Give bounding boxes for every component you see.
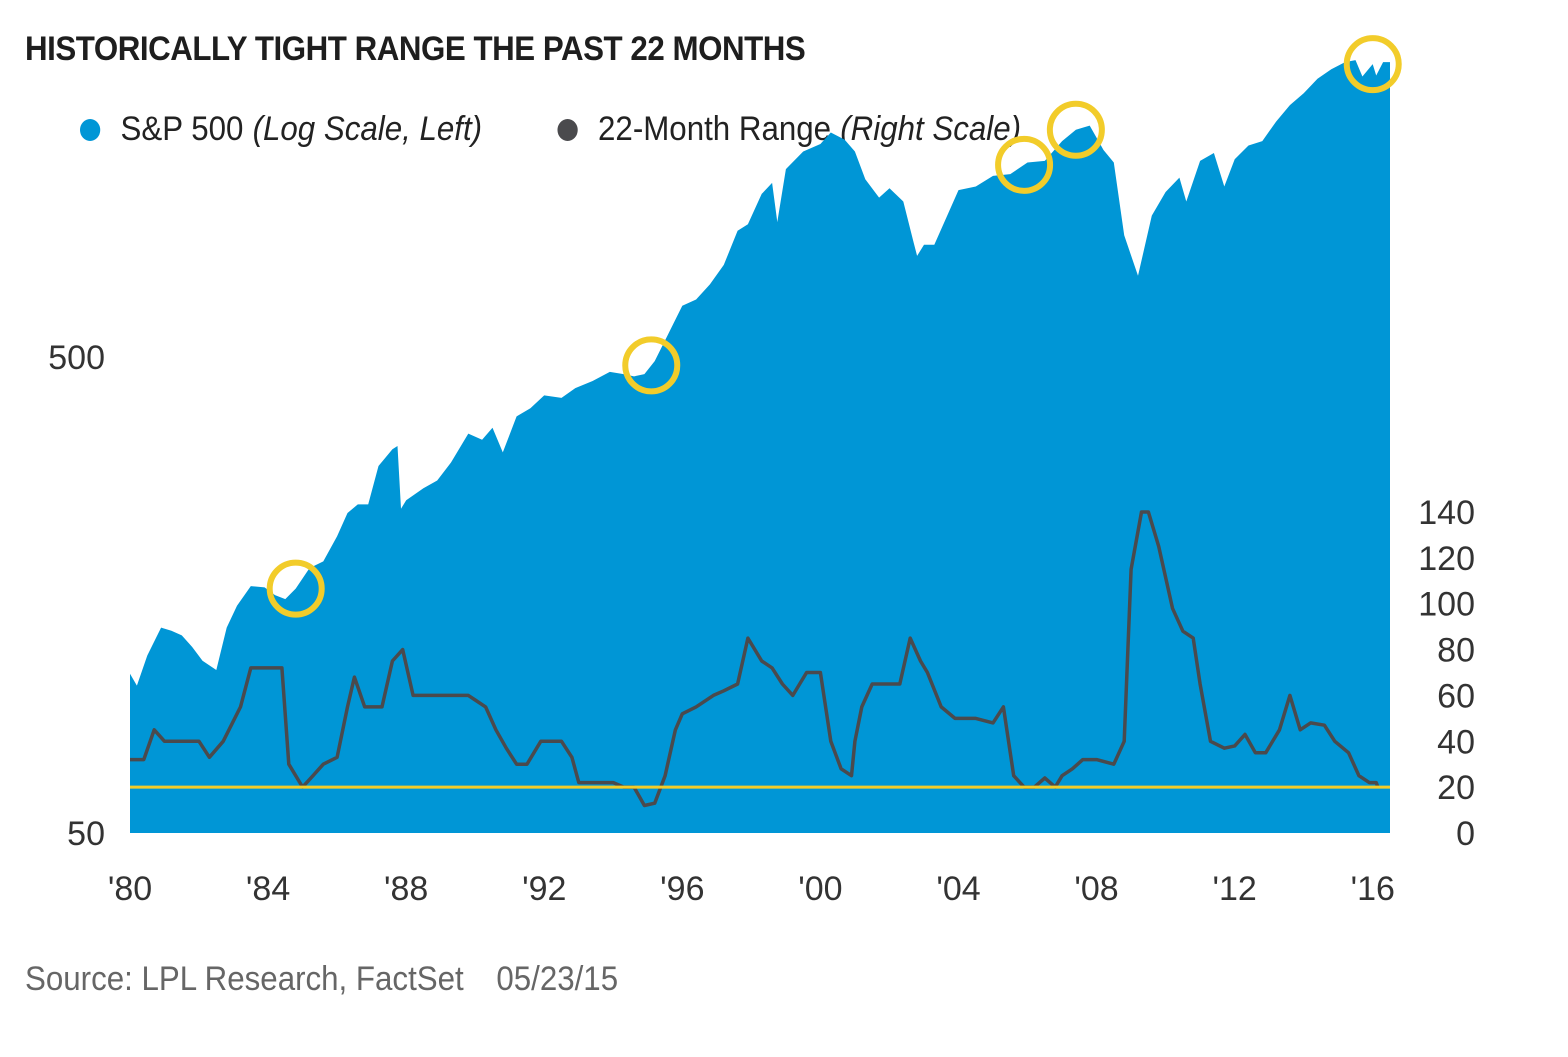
highlight-circle	[622, 336, 681, 395]
legend-note-sp500: (Log Scale, Left)	[252, 110, 483, 148]
legend-dot-sp500	[80, 118, 101, 141]
x-tick-label: '80	[108, 870, 152, 908]
x-tick-label: '96	[660, 870, 704, 908]
right-tick-label: 120	[1418, 540, 1475, 578]
source-note: Source: LPL Research, FactSet 05/23/15	[25, 960, 642, 999]
highlight-circle	[1343, 35, 1402, 94]
legend-label-sp500: S&P 500	[120, 110, 244, 148]
legend: S&P 500 (Log Scale, Left) 22-Month Range…	[80, 110, 1085, 149]
x-tick-label: '00	[798, 870, 842, 908]
legend-dot-range	[557, 118, 578, 141]
chart-title: HISTORICALLY TIGHT RANGE THE PAST 22 MON…	[25, 30, 806, 68]
x-tick-label: '16	[1351, 870, 1395, 908]
right-tick-label: 0	[1456, 815, 1475, 853]
legend-label-range: 22-Month Range	[598, 110, 832, 148]
range-line-layer	[130, 510, 1380, 808]
right-tick-label: 60	[1437, 677, 1475, 715]
right-tick-label: 80	[1437, 632, 1475, 670]
sp500-area	[130, 60, 1390, 834]
x-tick-label: '12	[1213, 870, 1257, 908]
right-tick-label: 20	[1437, 769, 1475, 807]
source-date: 05/23/15	[496, 960, 619, 998]
highlight-circle	[266, 559, 325, 618]
x-tick-label: '08	[1074, 870, 1118, 908]
axes-layer: '80 '84 '88 '92 '96 '00 '04 '08 '12 '16 50 500 0 20 40…	[48, 339, 1475, 908]
right-tick-label: 100	[1418, 586, 1475, 624]
left-tick-label: 500	[48, 339, 105, 377]
source-text: Source: LPL Research, FactSet	[25, 960, 464, 998]
legend-item-sp500: S&P 500 (Log Scale, Left)	[80, 110, 482, 149]
legend-note-range: (Right Scale)	[840, 110, 1022, 148]
highlight-layer	[266, 35, 1402, 618]
right-tick-label: 40	[1437, 723, 1475, 761]
x-tick-label: '92	[522, 870, 566, 908]
highlight-circle	[995, 135, 1054, 194]
legend-item-range: 22-Month Range (Right Scale)	[557, 110, 1022, 149]
left-tick-label: 50	[67, 815, 105, 853]
right-tick-label: 140	[1418, 494, 1475, 532]
range-line	[130, 510, 1380, 808]
x-tick-label: '04	[936, 870, 980, 908]
x-tick-label: '88	[384, 870, 428, 908]
x-tick-label: '84	[246, 870, 290, 908]
highlight-circle	[1046, 100, 1105, 159]
sp500-area-layer	[130, 60, 1390, 834]
